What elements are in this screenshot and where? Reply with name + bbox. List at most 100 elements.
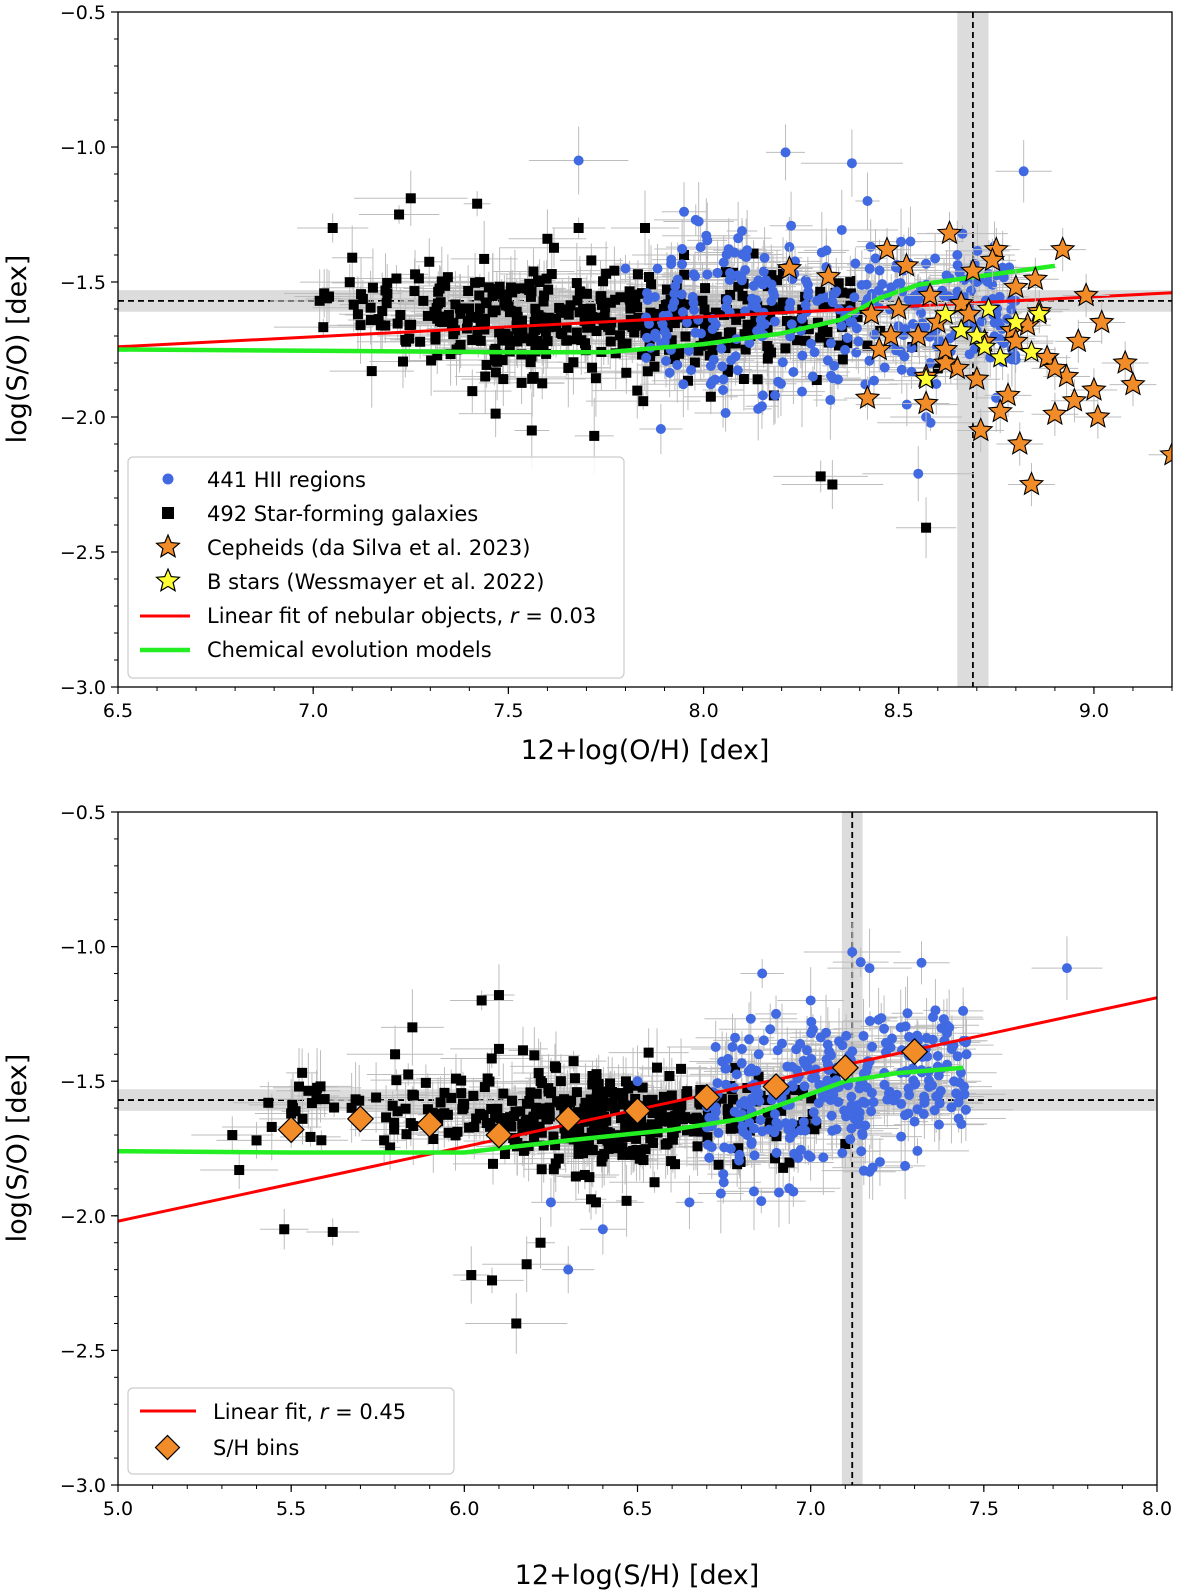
sf-galaxy-point <box>725 289 736 300</box>
hii-region-point <box>696 328 707 339</box>
hii-region-point <box>827 297 838 308</box>
hii-region-point <box>800 1125 811 1136</box>
sf-galaxy-point <box>568 1056 579 1067</box>
sf-galaxy-point <box>445 349 456 360</box>
hii-region-point <box>690 271 701 282</box>
hii-region-point <box>786 319 797 330</box>
sf-galaxy-point <box>646 279 657 290</box>
cepheid-point <box>1112 349 1138 374</box>
cepheid-point <box>1061 387 1088 412</box>
sf-galaxy-point <box>373 314 384 325</box>
sf-galaxy-point <box>695 1084 706 1095</box>
sf-galaxy-point <box>624 286 635 297</box>
legend-cepheid-label: Cepheids (da Silva et al. 2023) <box>207 536 530 560</box>
sf-galaxy-point <box>612 1143 623 1154</box>
sf-galaxy-point <box>595 1118 606 1129</box>
sf-galaxy-point <box>528 1112 539 1123</box>
y-tick-label: −0.5 <box>60 802 106 824</box>
sf-galaxy-point <box>480 371 491 382</box>
sf-galaxy-point <box>539 290 550 301</box>
sf-galaxy-point <box>627 319 638 330</box>
sf-galaxy-point <box>536 316 547 327</box>
sf-galaxy-point <box>834 340 845 351</box>
sf-galaxy-point <box>303 1085 314 1096</box>
sf-galaxy-point <box>631 1133 642 1144</box>
sf-galaxy-point <box>560 1133 571 1144</box>
hii-region-point <box>860 1120 871 1131</box>
hii-region-point <box>793 1152 804 1163</box>
sf-galaxy-point <box>234 1165 245 1176</box>
sf-galaxy-point <box>570 1171 581 1182</box>
sf-galaxy-point <box>319 1094 330 1105</box>
cepheid-point <box>1073 282 1099 307</box>
sf-galaxy-point <box>621 338 632 349</box>
sf-galaxy-point <box>571 278 582 289</box>
hii-region-point <box>722 1053 733 1064</box>
hii-region-point <box>831 1124 842 1135</box>
sf-galaxy-point <box>496 1113 507 1124</box>
sf-galaxy-point <box>693 345 704 356</box>
hii-region-point <box>864 1016 875 1027</box>
sf-galaxy-point <box>517 1045 528 1056</box>
sf-galaxy-point <box>587 1145 598 1156</box>
sf-galaxy-point <box>797 1087 808 1098</box>
sf-galaxy-point <box>594 1102 605 1113</box>
hii-region-point <box>931 378 942 389</box>
cepheid-point <box>1159 441 1172 466</box>
sf-galaxy-point <box>537 378 548 389</box>
hii-region-point <box>717 361 728 372</box>
hii-region-point <box>720 1079 731 1090</box>
cepheid-point <box>1042 354 1068 380</box>
hii-region-point <box>749 1123 760 1134</box>
sf-galaxy-point <box>379 1135 390 1146</box>
sf-galaxy-point <box>538 296 549 307</box>
sf-galaxy-point <box>596 291 607 302</box>
sf-galaxy-point <box>597 1151 608 1162</box>
hii-region-point <box>903 1083 914 1094</box>
sh-bin-point <box>346 1105 375 1133</box>
sf-galaxy-point <box>845 288 856 299</box>
hii-region-point <box>916 957 927 968</box>
cepheid-point <box>932 336 959 361</box>
hii-region-point <box>896 1131 907 1142</box>
sf-galaxy-point <box>464 1122 475 1133</box>
hii-region-point <box>684 1197 695 1208</box>
hii-region-point <box>736 1058 747 1069</box>
hii-region-point <box>992 317 1003 328</box>
sf-galaxy-point <box>365 314 376 325</box>
hii-region-point <box>905 236 916 247</box>
sf-galaxy-point <box>521 1259 532 1270</box>
cepheid-point <box>956 300 982 326</box>
sf-galaxy-point <box>428 1134 439 1145</box>
sf-galaxy-point <box>487 1158 498 1169</box>
cepheid-point <box>936 219 963 245</box>
sf-galaxy-point <box>381 1112 392 1123</box>
sf-galaxy-point <box>602 1135 613 1146</box>
hii-region-point <box>775 378 786 389</box>
hii-region-point <box>874 265 885 276</box>
hii-region-point <box>935 1085 946 1096</box>
sf-galaxy-point <box>580 1097 591 1108</box>
hii-region-point <box>650 332 661 343</box>
sf-galaxy-point <box>439 1108 450 1119</box>
sf-galaxy-point <box>672 1102 683 1113</box>
sf-galaxy-point <box>579 338 590 349</box>
sf-galaxy-point <box>391 1075 402 1086</box>
x-tick-label: 8.0 <box>688 700 718 722</box>
sf-galaxy-point <box>840 1138 851 1149</box>
sf-galaxy-point <box>446 320 457 331</box>
sf-galaxy-point <box>454 303 465 314</box>
hii-region-point <box>856 1146 867 1157</box>
cepheid-point <box>1018 471 1045 496</box>
sf-galaxy-point <box>777 297 788 308</box>
sf-galaxy-point <box>348 299 359 310</box>
bstar-point <box>976 296 1001 320</box>
sf-galaxy-point <box>670 1110 681 1121</box>
hii-region-point <box>954 267 965 278</box>
sf-galaxy-point <box>642 366 653 377</box>
cepheid-point <box>917 282 943 307</box>
hii-region-point <box>690 214 701 225</box>
sf-galaxy-point <box>537 323 548 334</box>
hii-region-point <box>851 347 862 358</box>
sf-galaxy-point <box>598 276 609 287</box>
